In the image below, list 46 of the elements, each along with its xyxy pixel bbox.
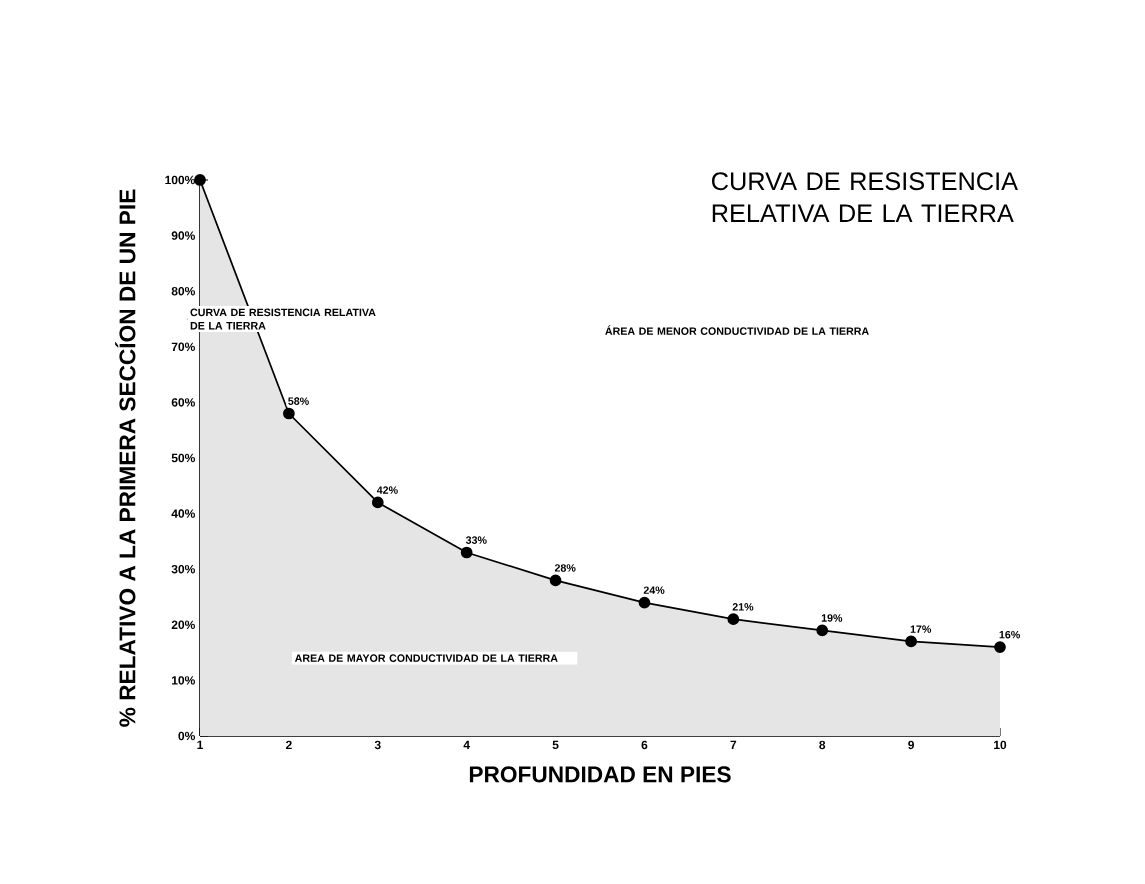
point — [994, 641, 1006, 653]
y-tick-label: 20% — [171, 620, 195, 630]
data-label: 16% — [999, 630, 1020, 639]
point — [460, 546, 473, 559]
y-tick-label: 30% — [171, 564, 195, 574]
data-label: 58% — [288, 397, 309, 405]
data-label: 28% — [554, 564, 576, 572]
x-tick-label: 10 — [994, 740, 1007, 750]
x-tick-label: 4 — [463, 740, 470, 749]
x-axis-title: PROFUNDIDAD EN PIES — [469, 766, 731, 783]
point — [283, 407, 295, 420]
y-tick-label: 10% — [172, 676, 195, 685]
x-tick-label: 5 — [552, 740, 559, 750]
data-label: 19% — [821, 614, 843, 622]
data-label: 21% — [732, 603, 754, 611]
x-tick-label: 1 — [197, 740, 204, 749]
y-tick-label: 100% — [165, 175, 195, 185]
point — [638, 596, 651, 609]
x-tick-label: 8 — [819, 740, 826, 750]
y-tick-label: 0% — [178, 731, 195, 741]
chart-title: CURVA DE RESISTENCIA RELATIVA DE LA TIERRA — [712, 172, 1018, 222]
data-label: 33% — [465, 536, 487, 544]
x-tick-label: 6 — [641, 740, 648, 750]
point — [727, 613, 740, 626]
x-tick-label: 7 — [730, 740, 737, 749]
x-tick-label: 2 — [285, 740, 292, 750]
point — [194, 174, 206, 186]
x-tick-label: 3 — [374, 740, 381, 750]
y-tick-label: 70% — [171, 342, 195, 352]
y-tick-label: 50% — [171, 453, 195, 463]
x-tick-label: 9 — [908, 740, 914, 750]
point — [549, 574, 562, 587]
annotation: CURVA DE RESISTENCIA RELATIVA DE LA TIERRA — [190, 308, 376, 330]
point — [371, 496, 384, 509]
y-axis-title: % RELATIVO A LA PRIMERA SECCÍON DE UN PIE — [115, 189, 136, 727]
y-tick-label: 40% — [171, 509, 195, 518]
data-label: 42% — [376, 486, 398, 494]
data-label: 24% — [643, 586, 665, 594]
y-tick-label: 60% — [171, 398, 195, 407]
point — [905, 635, 917, 648]
point — [816, 624, 829, 637]
annotation: AREA DE MAYOR CONDUCTIVIDAD DE LA TIERRA — [294, 654, 558, 662]
annotation: ÁREA DE MENOR CONDUCTIVIDAD DE LA TIERRA — [605, 325, 869, 335]
y-tick-label: 80% — [171, 286, 195, 296]
y-tick-label: 90% — [171, 231, 195, 240]
data-label: 17% — [910, 625, 932, 633]
